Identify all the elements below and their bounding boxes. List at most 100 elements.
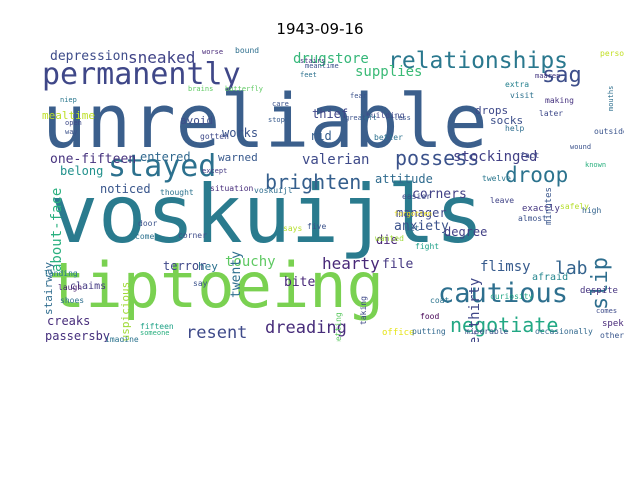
cloud-word: landing bbox=[44, 269, 78, 278]
cloud-word: droop bbox=[505, 163, 569, 187]
cloud-word: extra bbox=[505, 80, 530, 89]
cloud-word: about-face bbox=[49, 187, 65, 272]
cloud-word: gotten bbox=[200, 132, 229, 141]
cloud-word: lab bbox=[555, 258, 588, 279]
cloud-word: almost bbox=[518, 214, 547, 223]
cloud-word: high bbox=[582, 206, 602, 215]
cloud-word: known bbox=[585, 161, 607, 169]
cloud-word: drugstore bbox=[293, 51, 369, 67]
cloud-word: socks bbox=[490, 114, 524, 127]
cloud-word: works bbox=[222, 126, 259, 140]
cloud-word: anxiety bbox=[394, 219, 449, 234]
cloud-word: building bbox=[366, 111, 405, 120]
cloud-word: putting bbox=[412, 327, 446, 336]
cloud-word: less bbox=[394, 114, 411, 122]
cloud-word: taking bbox=[359, 295, 368, 325]
cloud-word: care bbox=[272, 100, 289, 108]
cloud-word: touchy bbox=[225, 254, 276, 270]
cloud-word: maaren bbox=[535, 72, 561, 80]
cloud-word: sneaked bbox=[128, 48, 196, 67]
cloud-word: sag bbox=[542, 63, 582, 88]
cloud-word: brighten bbox=[265, 170, 362, 194]
cloud-word: one-fifteen bbox=[50, 152, 137, 167]
cloud-word: terror bbox=[163, 259, 207, 273]
cloud-word: flimsy bbox=[480, 259, 531, 275]
cloud-word: miserable bbox=[465, 327, 509, 336]
cloud-word: brains bbox=[188, 85, 214, 93]
cloud-word: office bbox=[382, 328, 415, 338]
cloud-word: met bbox=[405, 224, 420, 233]
cloud-word: safely bbox=[560, 202, 589, 211]
cloud-word: stayed bbox=[108, 149, 217, 184]
cloud-word: relationships bbox=[388, 48, 569, 74]
cloud-word: others bbox=[600, 331, 624, 340]
cloud-word: fear bbox=[350, 92, 367, 100]
cloud-word: thought bbox=[160, 188, 194, 197]
cloud-word: unreliable bbox=[42, 79, 488, 165]
cloud-word: bite bbox=[284, 275, 316, 290]
cloud-word: later bbox=[539, 109, 564, 118]
cloud-word: open bbox=[65, 119, 82, 127]
cloud-word: person bbox=[600, 49, 624, 58]
cloud-word: corner bbox=[178, 231, 207, 240]
cloud-word: outside bbox=[594, 127, 624, 136]
cloud-word: supplies bbox=[355, 64, 423, 80]
cloud-word: noticed bbox=[100, 182, 151, 196]
cloud-word: forgotten bbox=[394, 210, 432, 218]
cloud-word: belong bbox=[60, 164, 104, 178]
cloud-word: negotiate bbox=[450, 313, 559, 337]
cloud-word: five bbox=[307, 222, 327, 231]
cloud-word: fifteen bbox=[140, 322, 174, 331]
cloud-word: fact bbox=[520, 151, 540, 160]
cloud-word: butterfly bbox=[225, 85, 263, 93]
cloud-word: stockinged bbox=[453, 149, 538, 165]
cloud-word: spekta bbox=[602, 319, 624, 329]
cloud-word: minutes bbox=[544, 187, 554, 226]
cloud-word: file bbox=[382, 257, 414, 272]
cloud-word: visit bbox=[510, 91, 535, 100]
cloud-word: afraid bbox=[532, 272, 569, 283]
cloud-word: comes bbox=[596, 307, 618, 315]
cloud-word: voskuijl bbox=[254, 186, 293, 195]
cloud-word: cautious bbox=[438, 278, 569, 309]
cloud-word: stairs bbox=[300, 57, 326, 65]
cloud-word: laugh bbox=[58, 283, 83, 292]
cloud-word: meantime bbox=[305, 62, 339, 70]
cloud-word: easier bbox=[402, 192, 431, 201]
cloud-word: getting bbox=[334, 312, 343, 342]
cloud-word: depression bbox=[50, 49, 129, 64]
cloud-word: entered bbox=[140, 150, 191, 164]
cloud-word: exactly bbox=[522, 204, 560, 214]
chart-title: 1943-09-16 bbox=[276, 20, 364, 38]
cloud-word: says bbox=[283, 224, 303, 233]
cloud-word: wanted bbox=[375, 234, 404, 243]
cloud-word: way bbox=[65, 128, 78, 136]
cloud-word: making bbox=[545, 96, 574, 105]
cloud-word: twelve bbox=[482, 174, 511, 183]
cloud-word: rid bbox=[310, 129, 332, 143]
cloud-word: suspicious bbox=[119, 281, 132, 342]
cloud-word: stop bbox=[268, 116, 285, 124]
cloud-word: worse bbox=[202, 48, 224, 56]
cloud-word: curiosity bbox=[490, 292, 534, 301]
cloud-word: except bbox=[202, 167, 228, 175]
cloud-word: say bbox=[193, 279, 208, 288]
cloud-word: twenty bbox=[229, 251, 244, 299]
cloud-word: possess bbox=[395, 146, 480, 170]
cloud-word: corners bbox=[412, 187, 467, 202]
cloud-word: voskuijls bbox=[50, 168, 484, 261]
cloud-word: slip bbox=[588, 256, 613, 310]
cloud-word: situation bbox=[210, 184, 254, 193]
cloud-word: imagine bbox=[105, 335, 139, 343]
cloud-word: drops bbox=[475, 104, 509, 117]
cloud-word: hearty bbox=[322, 254, 380, 273]
cloud-word: despite bbox=[580, 286, 618, 296]
cloud-word: mouths bbox=[607, 85, 615, 112]
cloud-word: feet bbox=[300, 71, 317, 79]
cloud-word: left bbox=[360, 114, 377, 122]
cloud-word: degree bbox=[444, 225, 488, 239]
cloud-word: shoes bbox=[60, 296, 85, 305]
cloud-word: passersby bbox=[45, 329, 111, 342]
cloud-word: coat bbox=[430, 296, 450, 305]
cloud-word: help bbox=[505, 124, 525, 133]
